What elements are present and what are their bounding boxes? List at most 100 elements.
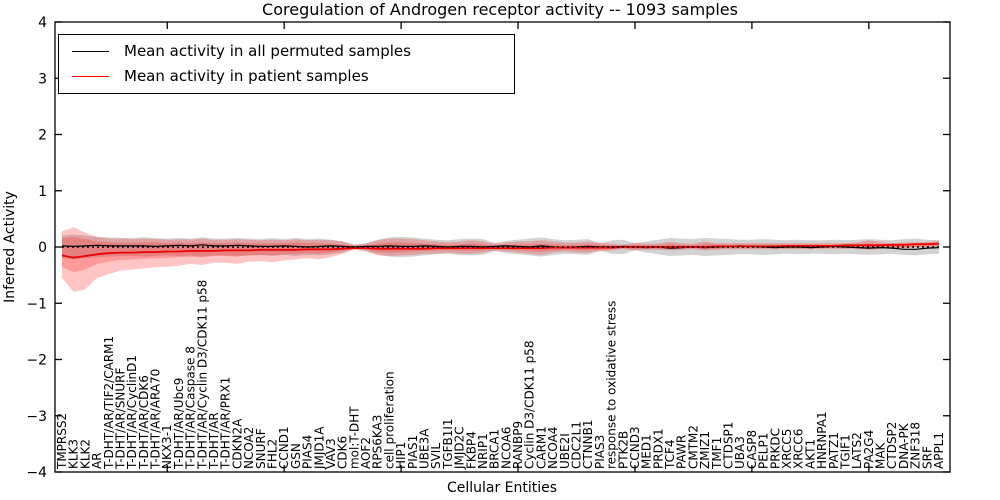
y-tick-label: 0 xyxy=(38,240,47,256)
x-category-label: SRF xyxy=(920,446,934,469)
x-category-label: NCOA2 xyxy=(242,427,256,469)
x-category-label: PATZ1 xyxy=(827,432,841,469)
legend: Mean activity in all permuted samples Me… xyxy=(58,34,515,94)
x-category-label: T-DHT/AR/CDK6 xyxy=(137,375,151,470)
x-category-label: TGIF1 xyxy=(838,434,852,470)
x-category-label: CASP8 xyxy=(745,430,759,469)
x-category-label: TMF1 xyxy=(710,437,724,470)
x-category-label: PTK2B xyxy=(616,431,630,469)
x-category-label: PIAS4 xyxy=(301,435,315,469)
x-category-label: AR xyxy=(90,452,104,469)
x-category-label: SVIL xyxy=(429,443,443,469)
y-tick-label: 2 xyxy=(38,128,47,144)
x-category-label: MED1 xyxy=(640,434,654,469)
x-category-label: AKT1 xyxy=(803,439,817,469)
x-category-label: PIAS3 xyxy=(593,435,607,469)
chart-title: Coregulation of Androgen receptor activi… xyxy=(262,0,738,19)
x-category-label: UBE3A xyxy=(417,428,431,469)
x-category-label: FHL2 xyxy=(265,439,279,469)
y-tick-label: −2 xyxy=(26,353,47,369)
x-category-label: HNRNPA1 xyxy=(815,411,829,469)
x-category-label: mol:T-DHT xyxy=(347,406,361,469)
x-category-label: cell proliferation xyxy=(382,371,396,469)
y-tick-label: 4 xyxy=(38,15,47,31)
x-category-label: UBA3 xyxy=(733,436,747,469)
x-category-label: UBE2I xyxy=(558,433,572,469)
legend-entry-patient: Mean activity in patient samples xyxy=(59,67,514,86)
x-category-label: T-DHT/AR/CyclinD1 xyxy=(125,355,139,470)
x-category-label: RANBP9 xyxy=(511,421,525,469)
x-category-label: CDK6 xyxy=(336,436,350,469)
x-category-label: response to oxidative stress xyxy=(605,301,619,469)
x-category-label: CDC2L1 xyxy=(570,421,584,469)
x-category-label: KLK2 xyxy=(78,439,92,469)
x-category-label: NCOA4 xyxy=(546,427,560,469)
x-category-label: MAK xyxy=(874,441,888,469)
y-tick-label: −3 xyxy=(26,409,47,425)
x-category-label: CCND1 xyxy=(277,426,291,469)
x-category-label: CTDSP1 xyxy=(722,422,736,469)
x-category-label: CTNNB1 xyxy=(581,419,595,469)
x-category-label: T-DHT/AR/Ubc9 xyxy=(172,378,186,470)
x-category-label: T-DHT/AR/SNURF xyxy=(113,368,127,471)
y-tick-label: 3 xyxy=(38,71,47,87)
x-category-label: PRDX1 xyxy=(651,428,665,469)
y-axis-label: Inferred Activity xyxy=(2,191,18,303)
x-category-label: DNA-PK xyxy=(897,422,911,469)
x-category-label: PA2G4 xyxy=(862,430,876,469)
x-category-label: LATS2 xyxy=(850,432,864,469)
x-category-label: JMJD1A xyxy=(312,426,326,470)
x-category-label: T-DHT/AR/TIF2/CARM1 xyxy=(102,336,116,470)
x-category-label: ZMIZ1 xyxy=(698,431,712,469)
patient-line-sample xyxy=(72,76,109,78)
x-category-label: APPL1 xyxy=(932,432,946,469)
x-category-label: PIAS1 xyxy=(406,435,420,469)
permuted-line-sample xyxy=(72,50,109,52)
x-category-label: CDKN2A xyxy=(230,418,244,469)
x-category-label: T-DHT/AR/ARA70 xyxy=(149,369,163,470)
x-category-label: KLK3 xyxy=(67,439,81,469)
x-category-label: GSN xyxy=(289,443,303,469)
x-category-label: SNURF xyxy=(254,428,268,469)
x-category-label: Cyclin D3/CDK11 p58 xyxy=(523,340,537,469)
legend-label-permuted: Mean activity in all permuted samples xyxy=(124,41,411,60)
x-axis-label: Cellular Entities xyxy=(446,480,558,496)
permuted-range-band xyxy=(62,234,939,260)
x-category-label: BRCA1 xyxy=(488,429,502,469)
x-category-label: TGFB1I1 xyxy=(441,418,455,470)
x-category-label: PRKDC xyxy=(768,428,782,469)
x-category-label: CTDSP2 xyxy=(885,422,899,469)
x-category-label: XRCC5 xyxy=(780,429,794,469)
x-category-label: T-DHT/AR/Cyclin D3/CDK11 p58 xyxy=(195,280,209,470)
x-category-label: T-DHT/AR/PRX1 xyxy=(219,377,233,470)
x-category-label: PAWR xyxy=(675,435,689,469)
x-category-label: TMPRSS2 xyxy=(55,413,69,470)
y-tick-label: −4 xyxy=(26,465,47,481)
x-category-label: RPS6KA3 xyxy=(371,415,385,469)
x-category-label: AOF2 xyxy=(359,437,373,469)
x-category-label: CARM1 xyxy=(534,426,548,469)
legend-entry-permuted: Mean activity in all permuted samples xyxy=(59,42,514,61)
x-category-label: CMTM2 xyxy=(686,425,700,469)
legend-label-patient: Mean activity in patient samples xyxy=(124,67,369,86)
x-category-label: XRCC6 xyxy=(792,429,806,469)
x-category-label: JMJD2C xyxy=(453,426,467,470)
x-category-label: FKBP4 xyxy=(464,431,478,469)
x-category-label: NKX3-1 xyxy=(160,424,174,469)
x-category-label: NRIP1 xyxy=(476,433,490,469)
x-category-label: PELP1 xyxy=(757,433,771,469)
x-category-label: VAV3 xyxy=(324,438,338,469)
patient-mean-line xyxy=(61,242,940,259)
patient-range-outer-band xyxy=(62,227,939,292)
x-category-label: CCND3 xyxy=(628,426,642,469)
x-category-label: T-DHT/AR/Caspase 8 xyxy=(184,346,198,470)
y-tick-label: 1 xyxy=(38,184,47,200)
y-tick-label: −1 xyxy=(26,296,47,312)
x-category-label: ZNF318 xyxy=(909,422,923,469)
x-category-label: NCOA6 xyxy=(499,427,513,469)
x-category-label: HIP1 xyxy=(394,442,408,469)
x-category-label: T-DHT/AR xyxy=(207,412,221,470)
x-category-label: TCF4 xyxy=(663,439,677,470)
